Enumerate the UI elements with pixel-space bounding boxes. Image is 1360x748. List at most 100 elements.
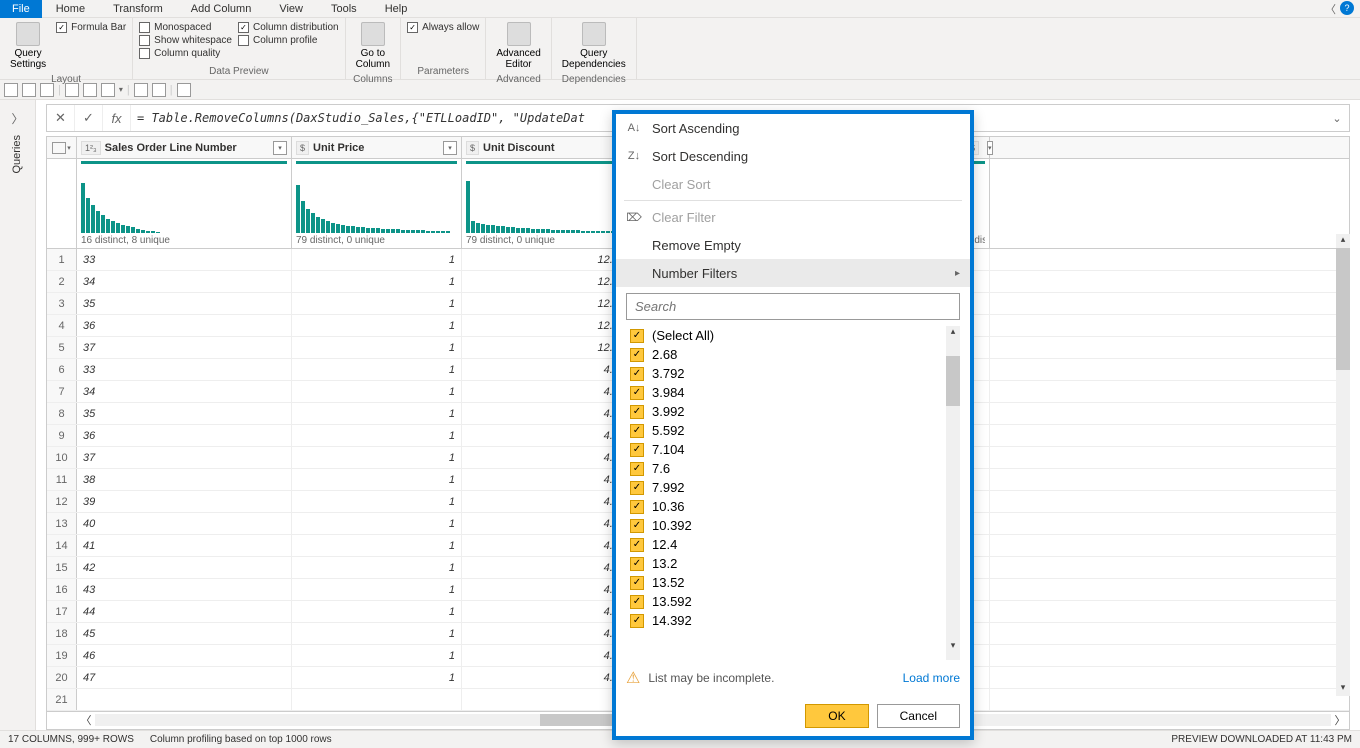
cell[interactable]: 40 [77,513,292,534]
formula-commit-button[interactable]: ✓ [75,105,103,131]
menu-item-add-column[interactable]: Add Column [177,1,266,17]
checkbox-icon[interactable] [630,500,644,514]
checkbox-icon[interactable] [630,348,644,362]
qat-save-icon[interactable] [4,83,18,97]
cell[interactable]: 1 [292,249,462,270]
checkbox-column-profile[interactable]: Column profile [238,35,339,46]
ok-button[interactable]: OK [805,704,868,728]
checkbox-icon[interactable] [630,481,644,495]
cell[interactable]: 1 [292,293,462,314]
cell[interactable]: 1 [292,271,462,292]
row-number-header[interactable]: ▾ [47,137,77,158]
filter-value-3-792[interactable]: 3.792 [626,364,944,383]
qat-icon-9[interactable] [177,83,191,97]
column-type-icon[interactable]: $ [466,141,479,155]
cell[interactable]: 1 [292,645,462,666]
cell[interactable]: 45 [77,623,292,644]
vscroll-down-arrow[interactable]: ▾ [1336,682,1350,696]
cell[interactable]: 4.98 [462,469,632,490]
checkbox-formula-bar[interactable]: Formula Bar [56,22,126,33]
checkbox-icon[interactable] [630,576,644,590]
filter-value-12-4[interactable]: 12.4 [626,535,944,554]
cell[interactable]: 1 [292,469,462,490]
cell[interactable]: 12.95 [462,271,632,292]
cell[interactable]: 4.98 [462,425,632,446]
cell[interactable]: 4.98 [462,381,632,402]
filter-scroll-down-arrow[interactable]: ▾ [946,640,960,660]
cell[interactable]: 35 [77,403,292,424]
cell[interactable]: 38 [77,469,292,490]
checkbox-column-distribution[interactable]: Column distribution [238,22,339,33]
cell[interactable]: 43 [77,579,292,600]
cell[interactable]: 4.98 [462,623,632,644]
checkbox-icon[interactable] [630,462,644,476]
cell[interactable]: 4.98 [462,403,632,424]
cell[interactable]: 12.95 [462,337,632,358]
cell[interactable]: 44 [77,601,292,622]
cell[interactable]: 36 [77,315,292,336]
filter-value-13-52[interactable]: 13.52 [626,573,944,592]
query-button[interactable]: QuerySettings [6,20,50,72]
cell[interactable]: 1 [292,667,462,688]
formula-expand-button[interactable]: ⌄ [1325,112,1349,125]
cell[interactable]: 34 [77,381,292,402]
filter-value--select-all-[interactable]: (Select All) [626,326,944,345]
cell[interactable]: 33 [77,359,292,380]
menu-item-tools[interactable]: Tools [317,1,371,17]
cell[interactable]: 1 [292,381,462,402]
column-filter-dropdown[interactable]: ▾ [443,141,457,155]
cell[interactable]: 1 [292,447,462,468]
column-type-icon[interactable]: 1²₃ [81,141,101,155]
expand-queries-icon[interactable]: 〉 [11,110,23,127]
filter-value-14-392[interactable]: 14.392 [626,611,944,630]
query-button[interactable]: QueryDependencies [558,20,630,72]
cell[interactable]: 1 [292,337,462,358]
cell[interactable]: 1 [292,315,462,336]
filter-scroll-up-arrow[interactable]: ▴ [946,326,960,346]
cell[interactable]: 41 [77,535,292,556]
cell[interactable]: 4.98 [462,447,632,468]
cell[interactable] [462,689,632,710]
cell[interactable]: 35 [77,293,292,314]
sort-ascending-item[interactable]: A↓ Sort Ascending [616,114,970,142]
go-to-button[interactable]: Go toColumn [352,20,394,72]
cell[interactable]: 47 [77,667,292,688]
checkbox-icon[interactable] [630,443,644,457]
cell[interactable]: 37 [77,447,292,468]
hscroll-left-arrow[interactable]: 〈 [77,712,95,728]
cell[interactable]: 12.95 [462,249,632,270]
cell[interactable]: 1 [292,491,462,512]
advanced-button[interactable]: AdvancedEditor [492,20,544,72]
filter-list-scrollbar[interactable]: ▴ ▾ [946,326,960,660]
checkbox-icon[interactable] [630,519,644,533]
column-filter-dropdown[interactable]: ▾ [273,141,287,155]
cell[interactable]: 1 [292,601,462,622]
cell[interactable]: 37 [77,337,292,358]
sort-descending-item[interactable]: Z↓ Sort Descending [616,142,970,170]
cell[interactable]: 4.98 [462,513,632,534]
qat-icon-8[interactable] [152,83,166,97]
queries-pane-collapsed[interactable]: 〉 Queries [0,100,36,730]
cell[interactable]: 1 [292,623,462,644]
filter-value-10-36[interactable]: 10.36 [626,497,944,516]
column-header-sales-order-line-number[interactable]: 1²₃Sales Order Line Number▾ [77,137,292,158]
filter-value-3-992[interactable]: 3.992 [626,402,944,421]
remove-empty-item[interactable]: Remove Empty [616,231,970,259]
formula-cancel-button[interactable]: ✕ [47,105,75,131]
menu-item-help[interactable]: Help [371,1,422,17]
cell[interactable]: 12.95 [462,293,632,314]
cell[interactable]: 39 [77,491,292,512]
cell[interactable]: 4.98 [462,579,632,600]
menu-item-home[interactable]: Home [42,1,99,17]
vertical-scrollbar[interactable]: ▴ ▾ [1336,234,1350,696]
cell[interactable]: 4.98 [462,601,632,622]
checkbox-monospaced[interactable]: Monospaced [139,22,232,33]
checkbox-icon[interactable] [630,367,644,381]
column-type-icon[interactable]: $ [296,141,309,155]
help-icon[interactable]: ? [1340,1,1354,15]
vscroll-up-arrow[interactable]: ▴ [1336,234,1350,248]
checkbox-icon[interactable] [630,424,644,438]
cell[interactable]: 42 [77,557,292,578]
checkbox-always-allow[interactable]: Always allow [407,22,479,33]
cell[interactable] [77,689,292,710]
